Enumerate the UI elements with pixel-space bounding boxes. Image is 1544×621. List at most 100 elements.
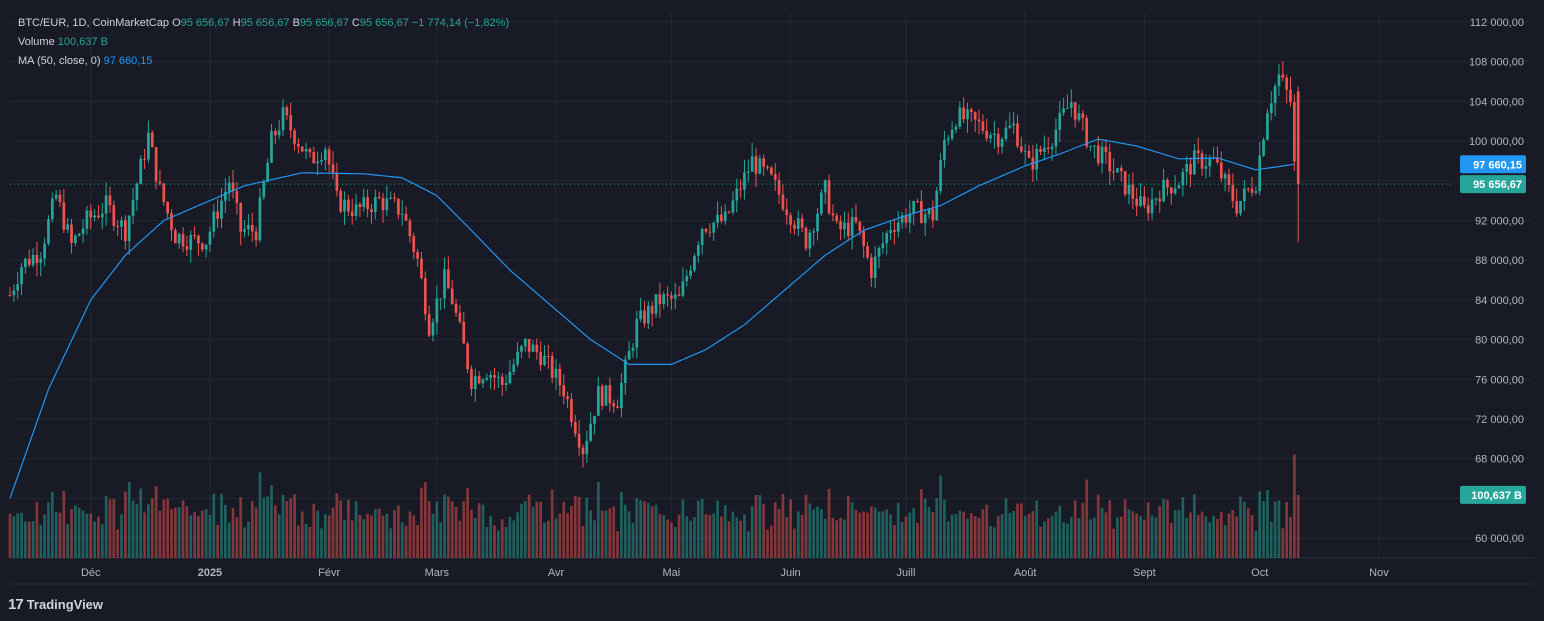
volume-bar (70, 508, 73, 558)
volume-bar (1119, 516, 1123, 558)
legend-volume-label[interactable]: Volume (18, 36, 55, 48)
candle-body (631, 347, 635, 351)
volume-bar (404, 525, 408, 558)
volume-bar (866, 512, 869, 558)
candle-body (477, 376, 481, 384)
candle-body (385, 198, 389, 211)
candle-body (447, 269, 450, 289)
legend-ma-row: MA (50, close, 0) 97 660,15 (18, 52, 509, 71)
volume-bar (397, 505, 400, 558)
volume-bar (554, 518, 558, 558)
legend-ma-label[interactable]: MA (50, close, 0) (18, 55, 101, 67)
candle-body (558, 368, 562, 386)
candle-body (370, 209, 373, 213)
candle-body (1108, 151, 1112, 172)
volume-bar (477, 503, 481, 558)
candle-body (916, 201, 919, 203)
volume-bar (370, 515, 373, 558)
candle-body (1069, 102, 1073, 109)
volume-bar (385, 513, 389, 558)
volume-bar (843, 519, 846, 558)
volume-bar (312, 503, 316, 558)
candle-body (362, 197, 366, 208)
volume-bar (504, 527, 508, 558)
volume-bar (100, 524, 104, 558)
candle-body (927, 208, 931, 215)
candle-body (174, 230, 177, 244)
candle-body (977, 119, 981, 122)
candle-body (827, 180, 831, 214)
volume-bar (662, 515, 666, 558)
volume-bar (1181, 497, 1185, 558)
volume-bar (889, 514, 892, 558)
candle-body (8, 294, 12, 296)
candle-body (854, 217, 858, 222)
volume-bar (658, 514, 662, 558)
candle-body (304, 149, 308, 152)
candle-body (300, 146, 304, 152)
candle-body (981, 121, 985, 131)
time-axis[interactable]: Déc 2025 Févr Mars Avr Mai Juin Juill Août Sept Oc… (81, 567, 1389, 579)
candle-body (808, 232, 812, 249)
candle-body (454, 304, 458, 313)
candle-body (550, 355, 554, 378)
volume-bar (870, 506, 873, 558)
candle-body (377, 196, 381, 199)
volume-bar (1193, 494, 1196, 558)
candle-body (1216, 157, 1219, 163)
legend-open-value: 95 656,67 (180, 17, 230, 29)
candle-body (147, 132, 150, 160)
y-tick-label: 100 000,00 (1469, 136, 1524, 148)
candle-body (1066, 108, 1069, 110)
volume-bar (750, 506, 754, 558)
volume-bar (389, 528, 393, 558)
candle-body (1023, 150, 1027, 152)
volume-bar (754, 494, 758, 558)
volume-bar (577, 496, 581, 558)
candle-body (896, 222, 900, 232)
legend-symbol[interactable]: BTC/EUR, 1D, CoinMarketCap (18, 17, 169, 29)
candle-body (1073, 102, 1077, 120)
tradingview-branding[interactable]: 17 TradingView (8, 596, 103, 613)
candle-body (254, 231, 258, 241)
volume-bar (1189, 512, 1192, 558)
volume-bar (1062, 522, 1065, 558)
candle-body (1008, 125, 1012, 128)
candle-body (862, 231, 866, 247)
candle-body (704, 228, 708, 232)
volume-bar (489, 515, 493, 558)
volume-bar (281, 494, 285, 558)
candle-body (843, 222, 846, 230)
candle-body (646, 305, 650, 324)
candle-body (389, 197, 393, 199)
volume-bar (1039, 526, 1042, 558)
candle-body (493, 375, 496, 378)
candle-body (1166, 179, 1169, 188)
volume-bar (685, 516, 689, 558)
volume-bar (539, 501, 543, 558)
legend-ohlc-row: BTC/EUR, 1D, CoinMarketCap O95 656,67 H9… (18, 14, 509, 33)
volume-bar (400, 522, 404, 558)
candle-body (1131, 184, 1135, 199)
volume-bar (24, 521, 27, 558)
candle-body (435, 298, 439, 323)
candle-body (327, 149, 331, 165)
candle-body (908, 213, 912, 223)
candle-body (750, 156, 754, 172)
volume-bar (666, 519, 669, 558)
volume-bar (562, 501, 566, 558)
candle-body (789, 215, 792, 225)
candle-body (627, 350, 631, 360)
volume-bar (693, 517, 696, 558)
candle-body (766, 166, 769, 168)
volume-bar (481, 504, 485, 558)
volume-bar (316, 510, 319, 558)
volume-bar (708, 514, 712, 558)
candle-body (873, 256, 877, 278)
volume-bar (766, 529, 769, 558)
volume-bar (739, 520, 742, 558)
legend-ma-value: 97 660,15 (103, 55, 153, 67)
candle-body (170, 213, 173, 231)
volume-bar (839, 517, 842, 558)
